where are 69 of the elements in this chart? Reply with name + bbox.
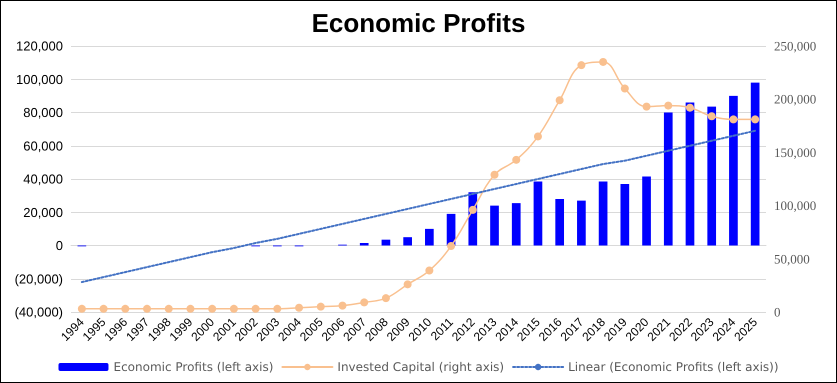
y2-tick-label: 150,000	[774, 144, 816, 160]
point	[447, 242, 456, 250]
bar	[707, 106, 716, 246]
point	[534, 132, 542, 140]
bar	[403, 237, 412, 246]
legend-label: Economic Profits (left axis)	[113, 360, 274, 374]
point	[121, 304, 130, 313]
point	[751, 115, 760, 124]
point	[404, 280, 412, 288]
point	[252, 304, 260, 313]
y2-tick-label: 200,000	[774, 92, 816, 107]
point	[100, 304, 108, 313]
point	[686, 104, 694, 112]
point	[208, 304, 216, 313]
y-tick-label: 80,000	[23, 105, 63, 120]
y-tick-label: (20,000)	[14, 271, 63, 286]
bar	[642, 176, 651, 246]
bar	[490, 206, 499, 246]
point	[382, 294, 390, 302]
chart-title: Economic Profits	[312, 8, 526, 38]
bar	[512, 203, 521, 246]
bar	[577, 200, 586, 246]
point	[295, 304, 304, 312]
point	[316, 302, 325, 311]
point	[708, 112, 716, 120]
bar	[382, 240, 390, 246]
y-tick-label: 0	[56, 238, 63, 253]
bar	[664, 112, 673, 246]
line-series	[80, 130, 756, 284]
point	[642, 102, 651, 111]
y-tick-label: 20,000	[23, 204, 63, 220]
point	[230, 304, 238, 313]
point	[164, 304, 173, 313]
point	[512, 156, 520, 164]
point	[78, 304, 86, 313]
y-tick-label: 40,000	[23, 172, 63, 186]
y-tick-label: 120,000	[16, 38, 63, 54]
point	[273, 304, 282, 313]
bar	[750, 82, 760, 246]
point	[186, 304, 194, 313]
y2-tick-label: 0	[774, 304, 780, 320]
point	[490, 170, 499, 179]
bar	[598, 181, 608, 246]
y-tick-label: 100,000	[16, 72, 63, 87]
bar	[534, 181, 542, 246]
bar	[555, 198, 564, 246]
point	[360, 298, 368, 306]
point	[599, 58, 608, 66]
point	[729, 115, 738, 124]
point	[620, 84, 629, 93]
point	[577, 61, 586, 70]
y-tick-label: 60,000	[23, 138, 63, 154]
y-tick-label: (40,000)	[14, 304, 63, 320]
legend-label: Invested Capital (right axis)	[337, 360, 504, 374]
point	[338, 302, 346, 310]
bar	[446, 214, 456, 246]
y2-tick-label: 250,000	[774, 38, 816, 54]
bar	[620, 184, 630, 246]
point	[664, 102, 672, 110]
point	[468, 206, 477, 214]
point	[425, 266, 434, 274]
bar	[425, 228, 434, 246]
y2-tick-label: 50,000	[774, 251, 810, 266]
bar	[729, 96, 738, 246]
point	[556, 96, 564, 104]
legend-label: Linear (Economic Profits (left axis))	[568, 360, 779, 374]
y2-tick-label: 100,000	[774, 198, 816, 214]
bar	[686, 102, 694, 246]
point	[143, 304, 152, 313]
